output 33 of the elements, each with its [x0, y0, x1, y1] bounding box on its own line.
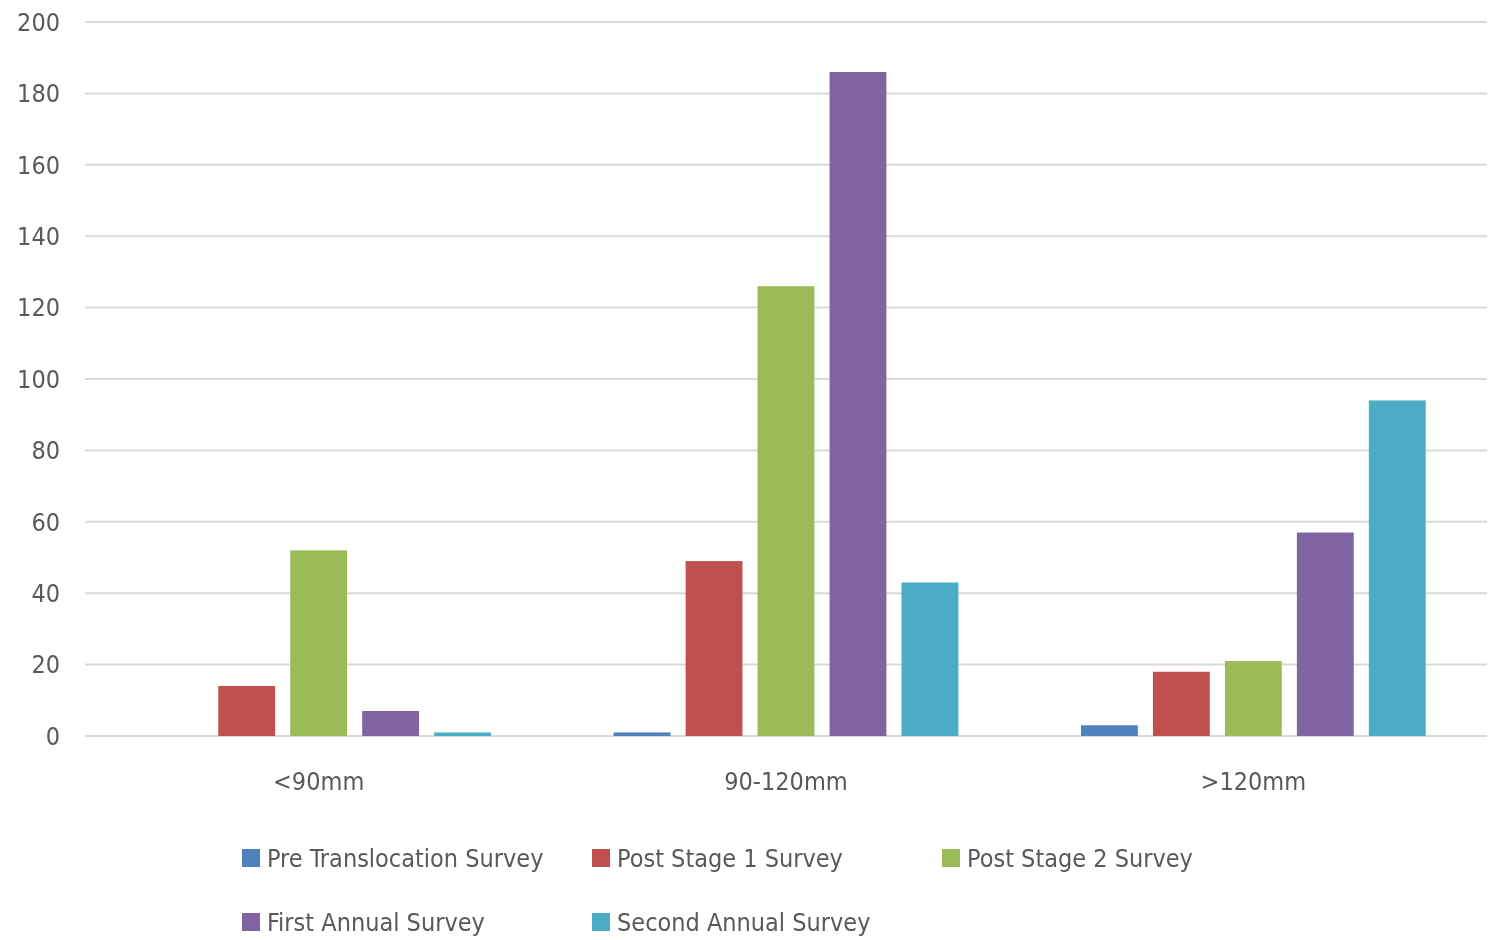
bar — [613, 732, 671, 736]
legend-label: First Annual Survey — [267, 907, 485, 937]
bar — [362, 711, 420, 736]
legend-label: Second Annual Survey — [617, 907, 871, 937]
y-tick-label: 160 — [17, 150, 60, 180]
bar — [1296, 532, 1354, 736]
y-tick-label: 140 — [17, 221, 60, 251]
y-tick-label: 180 — [17, 79, 60, 109]
y-tick-label: 80 — [31, 436, 60, 466]
y-tick-label: 200 — [17, 7, 60, 37]
x-tick-label: <90mm — [273, 766, 365, 796]
y-tick-label: 20 — [31, 650, 60, 680]
bar — [901, 582, 959, 736]
legend-label: Pre Translocation Survey — [267, 843, 544, 873]
bar — [1152, 671, 1210, 736]
y-tick-label: 40 — [31, 578, 60, 608]
bar — [685, 561, 743, 736]
x-tick-label: >120mm — [1200, 766, 1307, 796]
bar — [290, 550, 348, 736]
bar — [1368, 400, 1426, 736]
y-tick-label: 0 — [45, 721, 60, 751]
y-tick-label: 60 — [31, 507, 60, 537]
y-tick-label: 120 — [17, 293, 60, 323]
bar — [757, 286, 815, 736]
bar — [1224, 661, 1282, 736]
legend-label: Post Stage 1 Survey — [617, 843, 843, 873]
x-tick-label: 90-120mm — [724, 766, 848, 796]
bar — [434, 732, 492, 736]
legend-label: Post Stage 2 Survey — [967, 843, 1193, 873]
bar — [1080, 725, 1138, 736]
y-tick-label: 100 — [17, 364, 60, 394]
bar — [218, 686, 276, 736]
bar — [829, 71, 887, 736]
